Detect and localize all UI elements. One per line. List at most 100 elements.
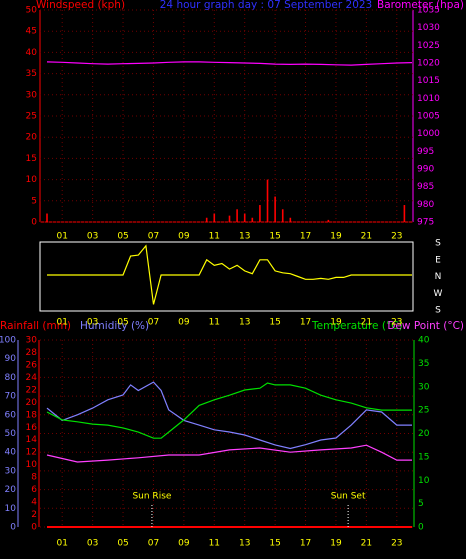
x-tick-label: 15	[269, 539, 280, 549]
y2-axis-label: Dew Point (°C)	[387, 320, 464, 332]
x-tick-label: 03	[87, 232, 98, 242]
x-tick-label: 01	[56, 539, 67, 549]
bar	[213, 213, 216, 222]
y-tick-label: 40	[5, 448, 17, 458]
x-tick-label: 03	[87, 539, 98, 549]
direction-frame	[39, 241, 414, 312]
x-tick-label: 13	[239, 539, 250, 549]
y-tick-label: 6	[31, 485, 37, 495]
y-tick-label: 1000	[417, 129, 440, 139]
y-tick-label: 40	[418, 336, 430, 346]
x-tick-label: 11	[209, 539, 220, 549]
bar	[46, 213, 48, 222]
y-tick-label: 1025	[417, 41, 440, 51]
x-tick-label: 09	[178, 318, 190, 328]
x-tick-label: 21	[361, 318, 372, 328]
y-tick-label: 14	[26, 435, 38, 445]
y3-axis-label: Rainfall (mm)	[0, 320, 71, 332]
bar	[274, 196, 276, 222]
y-tick-label: 25	[418, 406, 429, 416]
y-tick-label: 50	[5, 429, 17, 439]
y-tick-label: 22	[26, 385, 37, 395]
series-line	[46, 382, 412, 439]
y-tick-label: 25	[26, 112, 37, 122]
bar	[228, 215, 231, 222]
x-tick-label: 07	[148, 232, 159, 242]
x-tick-label: 05	[117, 539, 128, 549]
bar	[243, 213, 246, 222]
x-tick-label: 23	[391, 539, 402, 549]
x-tick-label: 19	[330, 539, 342, 549]
y2-axis-label: Barometer (hpa)	[377, 0, 464, 11]
y-tick-label: 30	[26, 90, 38, 100]
y-tick-label: 8	[31, 473, 37, 483]
y-tick-label: 12	[26, 448, 37, 458]
x-tick-label: 21	[361, 232, 372, 242]
y-tick-label: 35	[418, 359, 429, 369]
x-tick-label: 15	[269, 318, 280, 328]
y-tick-label: 0	[31, 523, 37, 533]
x-tick-label: 15	[269, 232, 280, 242]
y-tick-label: 1030	[417, 23, 440, 33]
x-tick-label: 05	[117, 232, 128, 242]
y-tick-label: 30	[5, 466, 17, 476]
y-tick-label: 10	[418, 476, 430, 486]
y-tick-label: 26	[26, 360, 38, 370]
y-tick-label: 1010	[417, 94, 440, 104]
y-tick-label: 20	[5, 485, 17, 495]
y-tick-label: 70	[5, 392, 17, 402]
y-tick-label: 15	[26, 154, 37, 164]
y-tick-label: 18	[26, 410, 38, 420]
y-tick-label: 10	[26, 460, 38, 470]
y-tick-label: 16	[26, 423, 38, 433]
x-tick-label: 09	[178, 539, 190, 549]
y-tick-label: 2	[31, 510, 37, 520]
y-tick-label: W	[434, 289, 443, 299]
y-tick-label: E	[435, 255, 441, 265]
y-tick-label: S	[435, 239, 441, 249]
y-tick-label: 0	[10, 523, 16, 533]
annotation: Sun Rise	[132, 492, 171, 502]
y-tick-label: 0	[31, 218, 37, 228]
series-line	[47, 244, 412, 305]
x-tick-label: 17	[300, 232, 311, 242]
y-axis-label: Windspeed (kph)	[36, 0, 125, 11]
y-tick-label: 990	[417, 165, 434, 175]
x-tick-label: 09	[178, 232, 190, 242]
y-axis-label: Humidity (%)	[80, 320, 149, 332]
bar	[327, 219, 330, 222]
bar	[259, 205, 261, 222]
bar	[281, 209, 284, 222]
x-tick-label: 23	[391, 318, 402, 328]
y-tick-label: 1015	[417, 76, 440, 86]
x-tick-label: 17	[300, 539, 311, 549]
x-tick-label: 07	[148, 539, 159, 549]
x-tick-label: 23	[391, 232, 402, 242]
y-tick-label: 10	[5, 504, 17, 514]
x-tick-label: 21	[361, 539, 372, 549]
y-tick-label: N	[435, 272, 442, 282]
x-tick-label: 17	[300, 318, 311, 328]
x-tick-label: 11	[209, 232, 220, 242]
bar	[251, 217, 254, 222]
y-tick-label: 24	[26, 373, 38, 383]
x-tick-label: 19	[330, 318, 342, 328]
bar	[289, 217, 292, 222]
x-tick-label: 01	[56, 318, 67, 328]
y-tick-label: 20	[26, 133, 38, 143]
y-tick-label: 980	[417, 200, 434, 210]
y-tick-label: 40	[26, 48, 38, 58]
y-tick-label: 1020	[417, 59, 440, 69]
series-line	[46, 444, 412, 463]
bar	[266, 179, 269, 222]
y-tick-label: 100	[0, 336, 16, 346]
y-tick-label: S	[435, 306, 441, 316]
bar	[205, 217, 208, 222]
y-tick-label: 1035	[417, 6, 440, 16]
x-tick-label: 01	[56, 232, 67, 242]
y-tick-label: 30	[26, 336, 38, 346]
y-tick-label: 10	[26, 175, 38, 185]
y-tick-label: 5	[418, 499, 424, 509]
series-line	[46, 381, 412, 450]
